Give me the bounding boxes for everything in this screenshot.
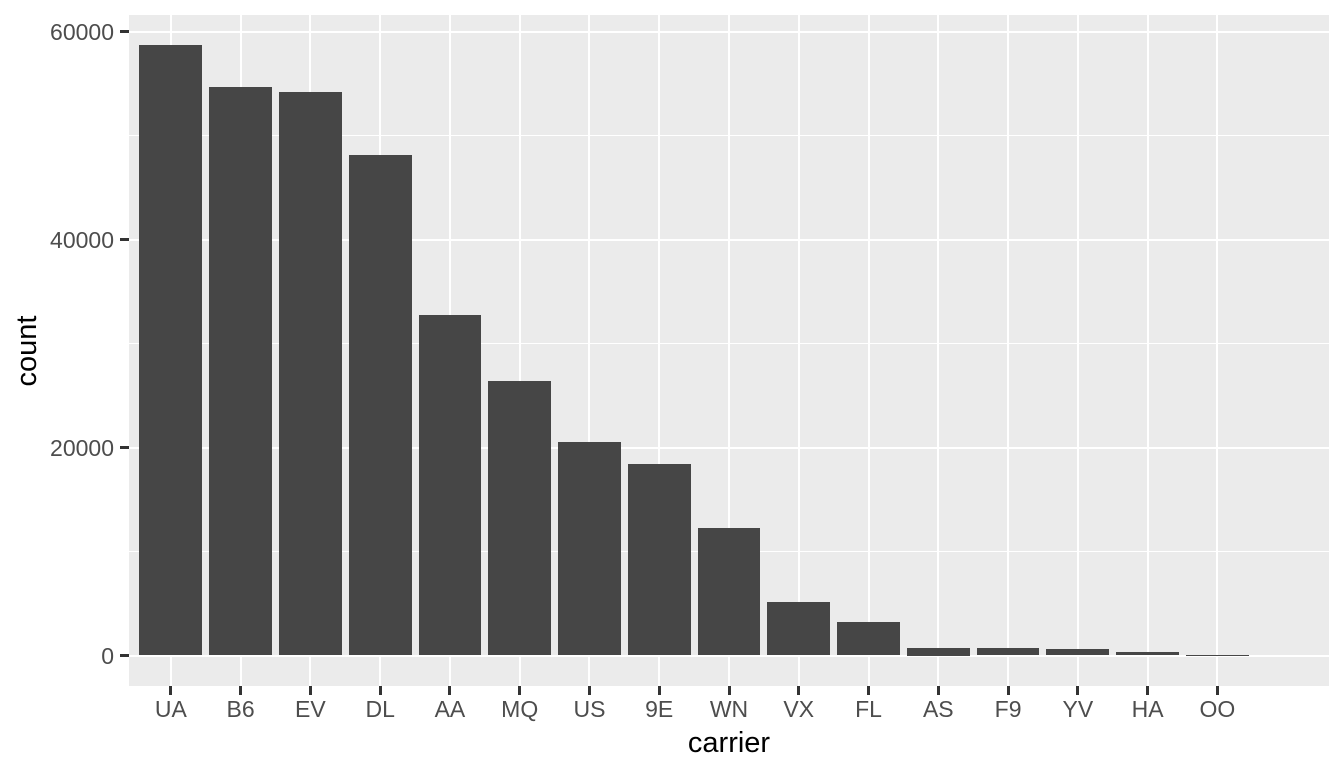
bar-9e [627, 463, 691, 656]
y-tick-label: 20000 [50, 434, 114, 461]
x-tick-label-b6: B6 [226, 696, 255, 722]
x-tick-mark [448, 686, 452, 695]
gridline-x-major-mq [518, 15, 521, 686]
x-tick-label-ha: HA [1131, 696, 1164, 722]
x-tick-mark [308, 686, 312, 695]
y-tick-label: 40000 [50, 226, 114, 253]
x-tick-label-ev: EV [295, 696, 326, 722]
x-tick-mark [727, 686, 731, 695]
x-tick-mark [518, 686, 522, 695]
x-tick-mark [169, 686, 173, 695]
bar-ua [139, 45, 203, 656]
gridline-x-major-as [937, 15, 940, 686]
x-tick-label-mq: MQ [501, 696, 539, 722]
bar-b6 [209, 87, 272, 656]
x-tick-mark [1006, 686, 1010, 695]
x-tick-mark [378, 686, 382, 695]
x-tick-label-f9: F9 [994, 696, 1022, 722]
gridline-x-major-ha [1146, 15, 1149, 686]
x-tick-mark [1215, 686, 1219, 695]
x-tick-label-us: US [573, 696, 606, 722]
gridline-x-major-yv [1076, 15, 1079, 686]
x-tick-mark [587, 686, 591, 695]
bar-ev [279, 92, 342, 656]
x-tick-label-aa: AA [434, 696, 466, 722]
bar-yv [1046, 649, 1110, 656]
bar-ha [1116, 651, 1179, 656]
gridline-x-major-wn [728, 15, 730, 686]
x-tick-mark [239, 686, 243, 695]
x-tick-mark [936, 686, 940, 695]
x-tick-label-dl: DL [365, 696, 395, 722]
y-tick-label: 60000 [50, 18, 114, 45]
x-tick-mark [657, 686, 661, 695]
y-tick-mark [120, 446, 129, 450]
x-tick-label-9e: 9E [645, 696, 674, 722]
x-tick-mark [1076, 686, 1080, 695]
gridline-x-major-f9 [1007, 15, 1010, 686]
x-tick-label-yv: YV [1062, 696, 1094, 722]
x-tick-label-vx: VX [783, 696, 815, 722]
bar-as [906, 648, 970, 656]
bar-aa [418, 315, 482, 656]
x-tick-label-ua: UA [154, 696, 187, 722]
bar-wn [697, 527, 761, 656]
x-tick-mark [797, 686, 801, 695]
gridline-x-major-oo [1216, 15, 1219, 686]
gridline-x-major-fl [867, 15, 870, 686]
x-tick-label-fl: FL [855, 696, 882, 722]
gridline-x-major-us [588, 15, 591, 686]
bar-vx [767, 601, 831, 656]
bar-f9 [976, 648, 1040, 656]
y-tick-mark [120, 30, 129, 34]
x-tick-label-oo: OO [1199, 696, 1236, 722]
plot-panel [129, 15, 1329, 686]
bar-dl [348, 155, 412, 656]
y-axis-title: count [11, 315, 43, 387]
bar-fl [837, 621, 900, 656]
x-tick-mark [867, 686, 871, 695]
x-axis-title: carrier [687, 727, 771, 759]
bar-mq [488, 381, 552, 656]
gridline-x-major-9e [658, 15, 661, 686]
x-tick-label-wn: WN [709, 696, 749, 722]
y-tick-mark [120, 654, 129, 657]
y-tick-mark [120, 238, 129, 242]
y-tick-label: 0 [101, 642, 114, 669]
gridline-x-major-vx [797, 15, 800, 686]
x-tick-label-as: AS [922, 696, 954, 722]
x-tick-mark [1146, 686, 1150, 695]
bar-us [558, 441, 621, 656]
